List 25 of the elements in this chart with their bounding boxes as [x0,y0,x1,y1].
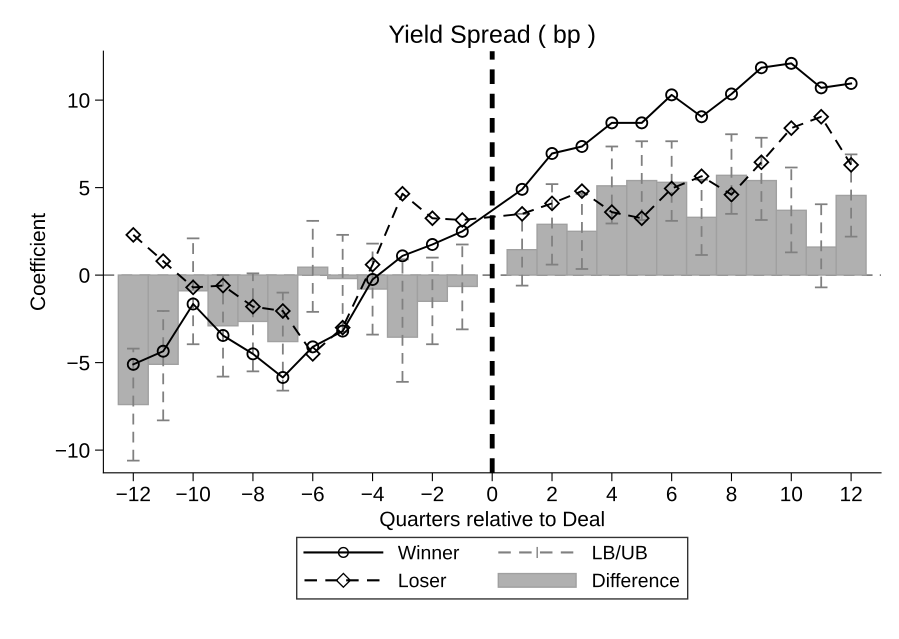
x-tick-label: −12 [116,486,150,502]
legend-label: Difference [593,573,680,588]
y-tick-label: −5 [67,356,90,370]
y-axis-title: Coefficient [30,213,46,310]
y-tick-label: 10 [68,93,90,108]
x-tick-label: 2 [547,486,557,502]
y-tick-label: −10 [56,443,90,458]
legend-label: Winner [398,545,460,560]
x-tick-label: 12 [841,486,862,502]
text: LB/UB [593,545,647,560]
x-tick-label: 4 [606,486,618,502]
x-tick-label: −8 [242,486,264,502]
x-tick-label: −6 [302,486,324,502]
x-tick-label: 0 [487,486,498,502]
x-tick-label: −10 [176,486,210,502]
y-tick-label: 0 [79,268,90,283]
x-tick-label: 6 [666,486,677,502]
x-tick-label: 8 [726,486,736,502]
x-axis-title: Quarters relative to Deal [380,511,604,530]
chart-title: Yield Spread ( bp ) [389,24,594,48]
x-tick-label: −2 [422,486,444,502]
legend-label: Loser [399,574,446,588]
x-tick-label: −4 [362,486,384,502]
y-tick-label: 5 [79,180,90,196]
x-tick-label: 10 [781,486,802,502]
